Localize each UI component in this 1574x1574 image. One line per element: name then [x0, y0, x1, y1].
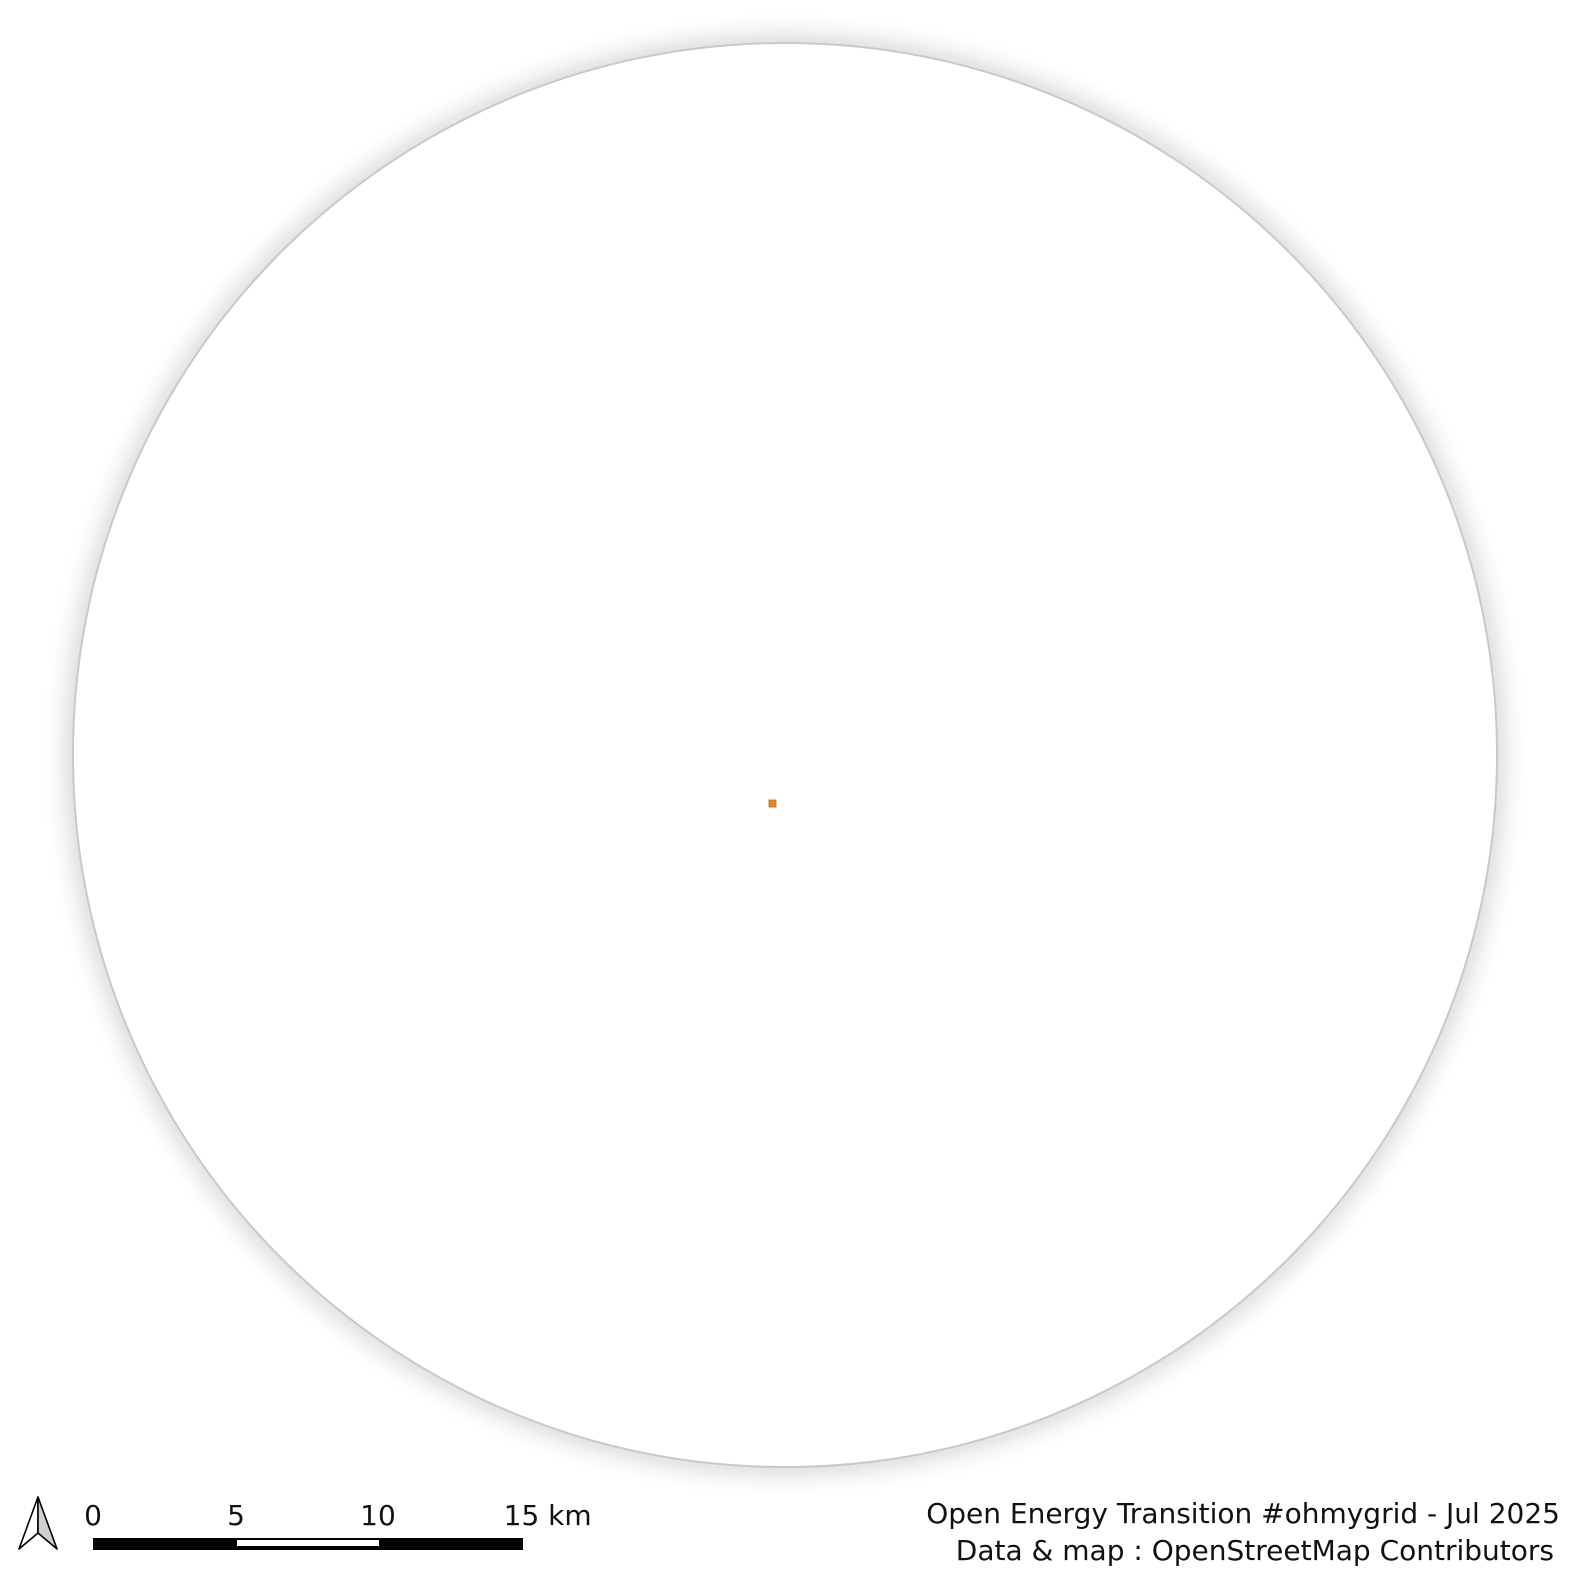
- globe-disc: [72, 42, 1498, 1468]
- scale-bar: [93, 1538, 523, 1550]
- feature-marker[interactable]: [768, 799, 777, 808]
- scale-bar-segment-3: [379, 1539, 523, 1549]
- map-credit-title: Open Energy Transition #ohmygrid - Jul 2…: [926, 1497, 1560, 1530]
- north-arrow-icon: [18, 1496, 58, 1550]
- scale-label-10: 10: [360, 1499, 396, 1532]
- scale-label-0: 0: [84, 1499, 102, 1532]
- scale-bar-segment-1: [93, 1539, 237, 1549]
- scale-label-5: 5: [227, 1499, 245, 1532]
- map-credit-attribution: Data & map : OpenStreetMap Contributors: [955, 1534, 1554, 1567]
- scale-bar-segment-2: [237, 1540, 379, 1546]
- scale-label-15km: 15 km: [503, 1499, 592, 1532]
